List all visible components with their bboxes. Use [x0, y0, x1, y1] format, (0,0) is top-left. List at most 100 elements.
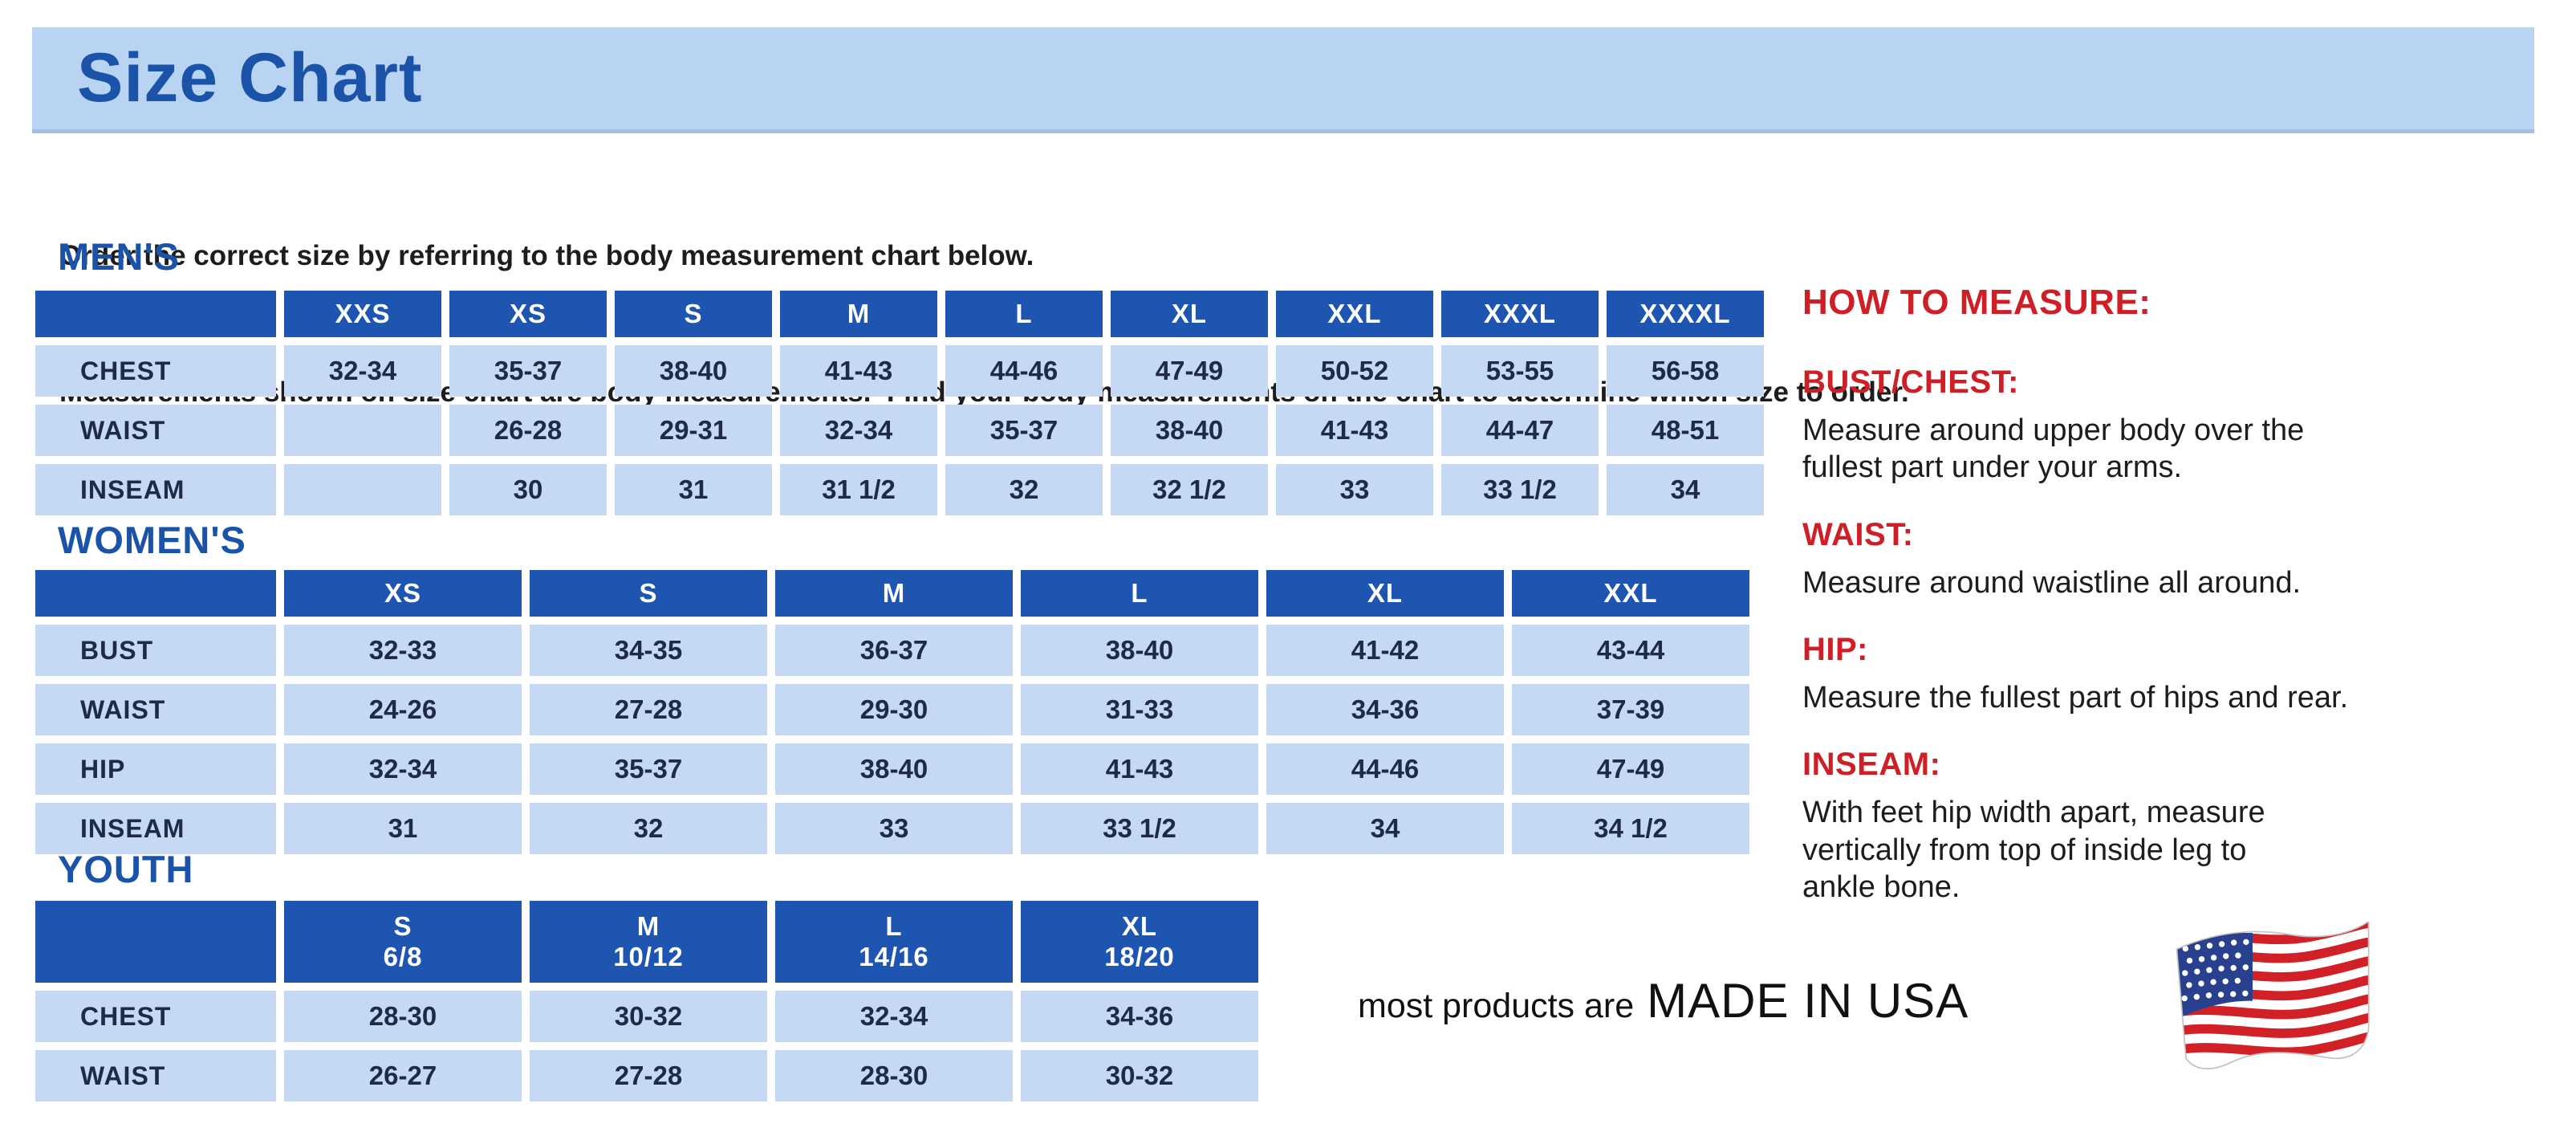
size-cell: 27-28 — [530, 684, 767, 735]
table-row-waist: WAIST 24-26 27-28 29-30 31-33 34-36 37-39 — [35, 684, 1749, 735]
size-cell: 32 — [530, 803, 767, 854]
size-cell: 32-34 — [284, 743, 522, 795]
made-in-usa-line: most products are MADE IN USA — [1358, 973, 1969, 1028]
section-title-mens: MEN'S — [58, 235, 180, 278]
womens-table: XS S M L XL XXL BUST 32-33 34-35 36-37 38-40 41-42 4… — [27, 562, 1757, 862]
size-cell: 32 1/2 — [1111, 464, 1268, 515]
size-cell: 44-46 — [1266, 743, 1504, 795]
table-row-inseam: INSEAM 30 31 31 1/2 32 32 1/2 33 33 1/2 34 — [35, 464, 1764, 515]
table-row-hip: HIP 32-34 35-37 38-40 41-43 44-46 47-49 — [35, 743, 1749, 795]
size-cell: 48-51 — [1607, 405, 1764, 456]
size-cell: 50-52 — [1276, 345, 1433, 397]
size-cell: 47-49 — [1512, 743, 1749, 795]
size-cell: 30-32 — [1021, 1050, 1258, 1101]
size-cell: 35-37 — [945, 405, 1103, 456]
how-to-measure-title: HOW TO MEASURE: — [1802, 283, 2151, 322]
size-cell: 44-46 — [945, 345, 1103, 397]
measure-text-inseam: With feet hip width apart, measure verti… — [1802, 796, 2265, 905]
size-cell: 41-42 — [1266, 625, 1504, 676]
intro-line-1: Order the correct size by referring to t… — [59, 240, 1034, 272]
size-cell: 33 — [775, 803, 1013, 854]
size-cell: 35-37 — [530, 743, 767, 795]
size-cell: 47-49 — [1111, 345, 1268, 397]
row-label-waist: WAIST — [35, 405, 276, 456]
measure-heading-waist: WAIST: — [1802, 516, 1914, 552]
size-cell: 32-34 — [284, 345, 441, 397]
measure-heading-hip: HIP: — [1802, 632, 1868, 668]
size-cell: 31 — [284, 803, 522, 854]
how-to-measure-panel: HOW TO MEASURE: BUST/CHEST: Measure arou… — [1802, 283, 2525, 906]
column-header-s: S 6/8 — [284, 901, 522, 983]
mens-table: XXS XS S M L XL XXL XXXL XXXXL CHEST 32-34 35-37 38-… — [27, 283, 1772, 523]
column-header-xl: XL 18/20 — [1021, 901, 1258, 983]
size-cell: 33 1/2 — [1021, 803, 1258, 854]
table-row-chest: CHEST 28-30 30-32 32-34 34-36 — [35, 991, 1258, 1042]
column-header-m: M 10/12 — [530, 901, 767, 983]
measure-text-waist: Measure around waistline all around. — [1802, 565, 2302, 600]
measure-heading-inseam: INSEAM: — [1802, 747, 1941, 783]
size-cell: 27-28 — [530, 1050, 767, 1101]
size-cell: 38-40 — [1021, 625, 1258, 676]
page-title: Size Chart — [77, 39, 423, 116]
measure-section-waist: WAIST: Measure around waistline all arou… — [1802, 517, 2525, 601]
row-label-inseam: INSEAM — [35, 803, 276, 854]
measure-text-hip: Measure the fullest part of hips and rea… — [1802, 681, 2349, 715]
size-cell: 34-36 — [1021, 991, 1258, 1042]
column-header-m: M — [780, 291, 937, 337]
column-header-xs: XS — [284, 570, 522, 617]
size-cell: 28-30 — [775, 1050, 1013, 1101]
column-header-xl: XL — [1111, 291, 1268, 337]
measure-section-inseam: INSEAM: With feet hip width apart, measu… — [1802, 747, 2525, 906]
womens-corner-header-cell — [35, 570, 276, 617]
column-header-s: S — [615, 291, 772, 337]
section-title-womens: WOMEN'S — [58, 519, 246, 561]
measure-text-bust-chest: Measure around upper body over the fulle… — [1802, 413, 2305, 485]
made-in-usa-text: MADE IN USA — [1647, 974, 1969, 1028]
size-cell: 38-40 — [1111, 405, 1268, 456]
size-cell: 26-27 — [284, 1050, 522, 1101]
row-label-bust: BUST — [35, 625, 276, 676]
size-cell: 24-26 — [284, 684, 522, 735]
size-cell: 31 — [615, 464, 772, 515]
size-cell: 43-44 — [1512, 625, 1749, 676]
size-cell: 32 — [945, 464, 1103, 515]
table-row-chest: CHEST 32-34 35-37 38-40 41-43 44-46 47-49 50-52… — [35, 345, 1764, 397]
size-cell — [284, 405, 441, 456]
row-label-waist: WAIST — [35, 684, 276, 735]
measure-heading-bust-chest: BUST/CHEST: — [1802, 364, 2019, 400]
size-cell: 30-32 — [530, 991, 767, 1042]
table-row-bust: BUST 32-33 34-35 36-37 38-40 41-42 43-44 — [35, 625, 1749, 676]
column-header-l: L — [1021, 570, 1258, 617]
womens-size-table: XS S M L XL XXL BUST 32-33 34-35 36-37 38-40 41-42 4… — [27, 562, 1757, 862]
size-cell: 34 — [1607, 464, 1764, 515]
size-cell: 41-43 — [780, 345, 937, 397]
size-cell: 30 — [449, 464, 607, 515]
section-title-youth: YOUTH — [58, 848, 194, 890]
column-header-xs: XS — [449, 291, 607, 337]
size-cell: 38-40 — [615, 345, 772, 397]
column-header-xxs: XXS — [284, 291, 441, 337]
size-cell: 37-39 — [1512, 684, 1749, 735]
size-cell: 33 — [1276, 464, 1433, 515]
size-cell: 26-28 — [449, 405, 607, 456]
mens-size-table: XXS XS S M L XL XXL XXXL XXXXL CHEST 32-34 35-37 38-… — [27, 283, 1772, 523]
table-row-inseam: INSEAM 31 32 33 33 1/2 34 34 1/2 — [35, 803, 1749, 854]
size-cell: 38-40 — [775, 743, 1013, 795]
made-in-prefix: most products are — [1358, 987, 1635, 1025]
size-cell: 32-33 — [284, 625, 522, 676]
column-header-l: L 14/16 — [775, 901, 1013, 983]
size-cell: 33 1/2 — [1441, 464, 1599, 515]
size-cell: 28-30 — [284, 991, 522, 1042]
size-cell: 44-47 — [1441, 405, 1599, 456]
table-row-waist: WAIST 26-28 29-31 32-34 35-37 38-40 41-43 44-47… — [35, 405, 1764, 456]
size-cell: 29-30 — [775, 684, 1013, 735]
size-cell: 29-31 — [615, 405, 772, 456]
row-label-chest: CHEST — [35, 345, 276, 397]
size-cell: 53-55 — [1441, 345, 1599, 397]
size-cell — [284, 464, 441, 515]
column-header-xl: XL — [1266, 570, 1504, 617]
measure-section-bust-chest: BUST/CHEST: Measure around upper body ov… — [1802, 364, 2525, 487]
column-header-xxxxl: XXXXL — [1607, 291, 1764, 337]
mens-corner-header-cell — [35, 291, 276, 337]
column-header-l: L — [945, 291, 1103, 337]
